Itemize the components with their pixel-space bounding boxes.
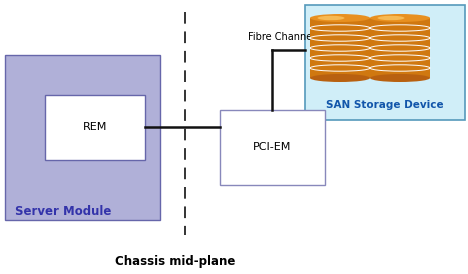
Bar xyxy=(5,55,160,220)
Bar xyxy=(45,95,145,160)
Text: Chassis mid-plane: Chassis mid-plane xyxy=(115,255,235,268)
Polygon shape xyxy=(370,18,430,78)
Ellipse shape xyxy=(310,74,370,82)
Text: Server Module: Server Module xyxy=(15,205,111,218)
Bar xyxy=(305,5,465,120)
Polygon shape xyxy=(310,18,370,78)
Ellipse shape xyxy=(370,74,430,82)
Text: SAN Storage Device: SAN Storage Device xyxy=(326,100,444,110)
Ellipse shape xyxy=(310,14,370,22)
Ellipse shape xyxy=(378,16,404,20)
Bar xyxy=(220,110,325,185)
Text: Fibre Channel Link: Fibre Channel Link xyxy=(248,32,338,42)
Text: REM: REM xyxy=(83,122,107,132)
Text: PCI-EM: PCI-EM xyxy=(253,142,291,152)
Ellipse shape xyxy=(317,16,344,20)
Ellipse shape xyxy=(370,14,430,22)
